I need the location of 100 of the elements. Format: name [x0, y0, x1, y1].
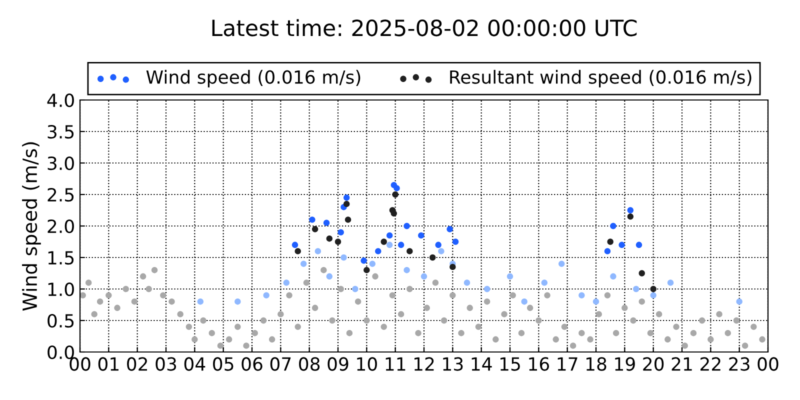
point — [386, 232, 393, 239]
point — [323, 220, 330, 226]
point — [234, 298, 241, 305]
point — [326, 235, 333, 242]
point — [263, 292, 270, 298]
y-tick-label: 2.0 — [48, 219, 74, 234]
x-tick-label: 13 — [443, 357, 463, 371]
point — [309, 216, 316, 223]
y-tick-label: 3.0 — [48, 156, 74, 170]
point — [450, 264, 456, 270]
point — [343, 194, 350, 201]
point — [386, 242, 393, 248]
x-tick-label: 00 — [70, 357, 90, 371]
x-tick-label: 01 — [98, 357, 118, 371]
point — [446, 226, 453, 232]
x-tick-label: 02 — [127, 357, 148, 371]
y-tick-label: 0.0 — [48, 345, 74, 360]
point — [438, 248, 444, 254]
legend-label: Resultant wind speed (0.016 m/s) — [450, 70, 752, 88]
x-tick-label: 22 — [700, 357, 720, 371]
point — [618, 242, 625, 248]
x-tick-label: 03 — [156, 357, 176, 371]
x-tick-label: 00 — [758, 357, 778, 371]
x-tick-label: 16 — [529, 357, 550, 371]
x-tick-label: 04 — [184, 357, 206, 371]
point — [375, 248, 382, 254]
point — [650, 292, 656, 298]
point — [326, 273, 333, 280]
x-tick-label: 15 — [500, 357, 520, 371]
point — [610, 273, 616, 280]
point — [541, 280, 548, 286]
x-tick-label: 09 — [328, 357, 348, 371]
y-tick-label: 2.5 — [48, 188, 74, 202]
point — [578, 292, 585, 298]
point — [506, 273, 514, 280]
point — [360, 258, 367, 264]
point — [633, 286, 640, 292]
point — [667, 280, 674, 286]
point — [484, 286, 490, 292]
point — [406, 248, 413, 254]
point — [300, 260, 307, 267]
point — [312, 226, 318, 232]
y-tick-label: 1.5 — [48, 251, 74, 265]
point — [369, 260, 376, 267]
y-tick-label: 0.5 — [48, 314, 74, 328]
x-tick-label: 07 — [270, 357, 291, 371]
x-tick-label: 20 — [643, 357, 664, 371]
point — [334, 238, 342, 245]
point — [404, 266, 410, 274]
point — [343, 200, 350, 208]
point — [452, 238, 459, 245]
y-tick-label: 1.0 — [48, 282, 74, 296]
point — [521, 298, 528, 305]
x-tick-label: 11 — [386, 357, 406, 371]
point — [429, 254, 436, 261]
x-tick-label: 10 — [357, 357, 377, 371]
x-tick-label: 18 — [586, 357, 606, 371]
point — [558, 260, 565, 267]
x-tick-label: 17 — [558, 357, 578, 371]
point — [352, 286, 358, 292]
point — [294, 248, 301, 254]
point — [736, 298, 742, 305]
point — [380, 238, 387, 245]
x-tick-label: 06 — [242, 357, 262, 371]
point — [607, 238, 614, 245]
point — [338, 229, 344, 236]
point — [638, 270, 645, 276]
point — [627, 207, 634, 214]
point — [314, 248, 322, 254]
x-tick-label: 08 — [299, 357, 320, 371]
chart-title: Latest time: 2025-08-02 00:00:00 UTC — [212, 19, 637, 36]
point — [418, 232, 424, 239]
point — [636, 242, 642, 248]
point — [610, 222, 616, 230]
point — [420, 273, 428, 280]
point — [197, 298, 204, 305]
point — [398, 242, 404, 248]
point — [464, 280, 470, 286]
x-tick-label: 12 — [414, 357, 434, 371]
legend-label: Wind speed (0.016 m/s) — [146, 70, 360, 88]
point — [292, 242, 298, 248]
x-tick-label: 23 — [729, 357, 750, 371]
point — [627, 213, 634, 220]
y-tick-label: 3.5 — [48, 124, 74, 139]
y-tick-label: 4.0 — [47, 93, 74, 108]
y-axis-title: Wind speed (m/s) — [22, 142, 41, 311]
point — [344, 216, 352, 223]
point — [604, 248, 611, 254]
point — [650, 286, 656, 292]
point — [592, 298, 600, 305]
point — [394, 185, 400, 192]
point — [283, 280, 290, 286]
x-tick-label: 21 — [672, 357, 692, 371]
point — [435, 242, 442, 248]
point — [390, 210, 398, 217]
point — [364, 266, 370, 274]
x-tick-label: 05 — [213, 357, 234, 371]
point — [404, 222, 410, 230]
x-tick-label: 14 — [472, 357, 492, 371]
point — [340, 254, 347, 261]
